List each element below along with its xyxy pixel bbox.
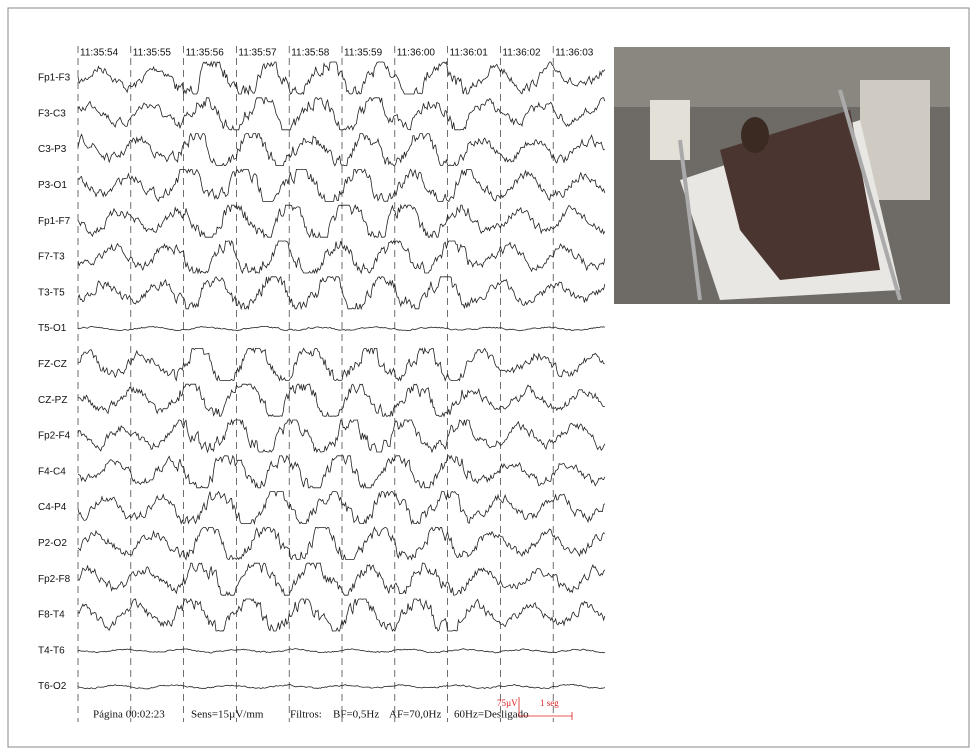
channel-label: C3-P3 xyxy=(38,144,67,155)
amplitude-scale: 75µV xyxy=(497,698,518,708)
channel-label: F7-T3 xyxy=(38,252,65,263)
channel-label: Fp1-F7 xyxy=(38,216,71,227)
channel-label: P2-O2 xyxy=(38,538,67,549)
timestamp: 11:35:59 xyxy=(344,48,383,59)
timestamp: 11:36:01 xyxy=(450,48,489,59)
channel-label: Fp1-F3 xyxy=(38,73,71,84)
low-filter: BF=0,5Hz xyxy=(333,709,379,721)
channel-label: F8-T4 xyxy=(38,610,65,621)
channel-label: T6-O2 xyxy=(38,681,67,692)
timestamp: 11:35:54 xyxy=(80,48,119,59)
timestamp: 11:35:58 xyxy=(291,48,330,59)
channel-label: F3-C3 xyxy=(38,108,66,119)
timestamp: 11:36:03 xyxy=(555,48,594,59)
notch-filter: 60Hz=Desligado xyxy=(454,709,529,721)
photo-head xyxy=(741,117,769,153)
channel-label: F4-C4 xyxy=(38,466,66,477)
channel-label: T5-O1 xyxy=(38,323,67,334)
channel-label: T3-T5 xyxy=(38,287,65,298)
channel-label: FZ-CZ xyxy=(38,359,67,370)
timestamp: 11:35:57 xyxy=(238,48,277,59)
photo-device xyxy=(650,100,690,160)
channel-label: CZ-PZ xyxy=(38,395,67,406)
channel-label: P3-O1 xyxy=(38,180,67,191)
timestamp: 11:35:56 xyxy=(186,48,225,59)
channel-label: Fp2-F4 xyxy=(38,431,71,442)
eeg-figure: 11:35:54 11:35:55 11:35:56 11:35:57 11:35:58… xyxy=(0,0,977,755)
sensitivity: Sens=15µV/mm xyxy=(191,709,264,721)
high-filter: AF=70,0Hz xyxy=(389,709,441,721)
channel-label: C4-P4 xyxy=(38,502,67,513)
timestamp: 11:36:00 xyxy=(397,48,436,59)
page-label: Página 00:02:23 xyxy=(93,709,165,721)
timestamp: 11:36:02 xyxy=(502,48,541,59)
channel-label: Fp2-F8 xyxy=(38,574,71,585)
channel-label: T4-T6 xyxy=(38,645,65,656)
timestamp: 11:35:55 xyxy=(133,48,172,59)
patient-video-frame xyxy=(614,47,950,304)
filters-label: Filtros: xyxy=(290,709,322,721)
time-scale: 1 seg xyxy=(540,698,559,708)
